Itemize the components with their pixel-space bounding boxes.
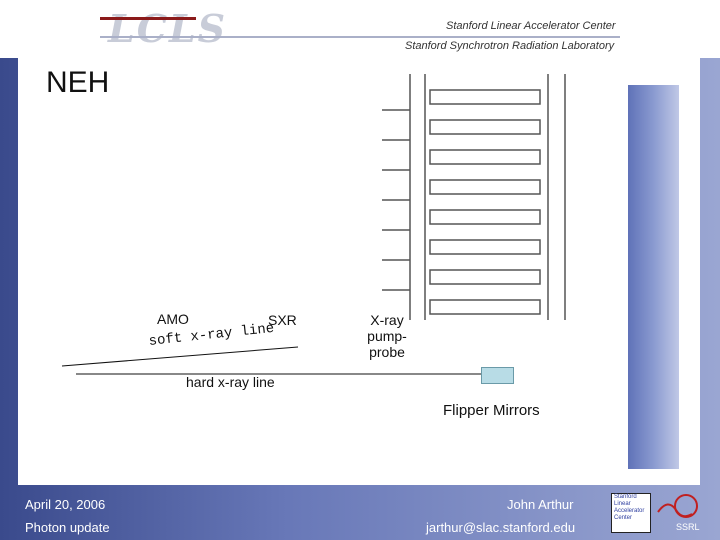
right-decorative-bar xyxy=(628,85,679,469)
ssrl-logo: SSRL xyxy=(657,494,700,532)
slide-header: LCLS Stanford Linear Accelerator Center … xyxy=(0,0,720,58)
lcls-logo: LCLS xyxy=(108,6,228,51)
footer-subtitle: Photon update xyxy=(25,520,110,535)
footer-date: April 20, 2006 xyxy=(25,497,106,512)
slac-logo-line: Center xyxy=(614,515,633,521)
ssrl-logo-text: SSRL xyxy=(676,522,700,532)
slide-canvas xyxy=(18,58,700,485)
xray-pump-probe-label: X-ray pump-probe xyxy=(367,312,407,360)
footer-author: John Arthur xyxy=(507,497,574,512)
flipper-mirrors-label: Flipper Mirrors xyxy=(443,402,540,419)
amo-label: AMO xyxy=(157,311,189,327)
hard-xray-line-label: hard x-ray line xyxy=(186,374,275,390)
slac-logo-line: Linear xyxy=(614,501,631,507)
slide-title: NEH xyxy=(46,66,110,99)
slac-logo: Stanford Linear Accelerator Center xyxy=(611,493,651,533)
soft-xray-beamline xyxy=(61,346,299,367)
footer-email: jarthur@slac.stanford.edu xyxy=(426,520,576,535)
org-name-ssrl: Stanford Synchrotron Radiation Laborator… xyxy=(405,40,615,52)
logo-accent-line xyxy=(100,17,196,20)
neh-hutch-layout xyxy=(382,74,566,320)
slac-logo-line: Stanford xyxy=(614,494,637,500)
sxr-label: SXR xyxy=(268,312,297,328)
slac-logo-line: Accelerator xyxy=(614,508,645,514)
org-name-slac: Stanford Linear Accelerator Center xyxy=(446,20,616,32)
header-divider xyxy=(100,36,620,38)
flipper-mirror-box xyxy=(481,367,514,384)
